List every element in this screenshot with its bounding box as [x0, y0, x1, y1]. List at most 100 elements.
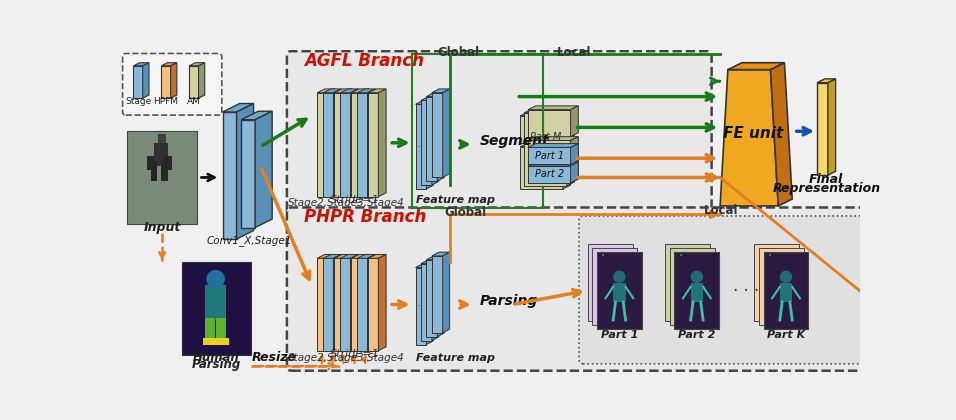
Bar: [162, 162, 167, 181]
Polygon shape: [241, 120, 255, 228]
Polygon shape: [421, 260, 439, 264]
Text: HPFM: HPFM: [154, 97, 179, 106]
Polygon shape: [379, 89, 386, 197]
Polygon shape: [567, 109, 575, 140]
Text: Stage2,Stage3,Stage4: Stage2,Stage3,Stage4: [288, 198, 405, 208]
Bar: [154, 143, 168, 166]
Polygon shape: [368, 89, 386, 93]
Polygon shape: [528, 136, 578, 140]
Text: AM: AM: [187, 97, 201, 106]
Polygon shape: [416, 100, 433, 104]
Polygon shape: [327, 89, 335, 197]
Polygon shape: [426, 97, 437, 181]
Polygon shape: [340, 258, 351, 351]
Polygon shape: [524, 109, 575, 113]
Polygon shape: [437, 93, 445, 181]
Text: Parsing: Parsing: [480, 294, 538, 308]
Bar: [593, 248, 638, 325]
Bar: [764, 252, 809, 329]
Polygon shape: [432, 97, 439, 185]
Polygon shape: [142, 63, 149, 98]
Bar: [146, 156, 154, 170]
Text: ·: ·: [768, 249, 771, 263]
Bar: [150, 162, 157, 181]
Polygon shape: [351, 89, 369, 93]
Polygon shape: [817, 83, 828, 175]
Bar: [780, 283, 793, 302]
Bar: [205, 318, 215, 339]
Polygon shape: [443, 252, 449, 333]
Polygon shape: [351, 258, 361, 351]
Polygon shape: [317, 93, 327, 197]
Text: Conv1_X,Stage1: Conv1_X,Stage1: [207, 235, 293, 246]
Polygon shape: [817, 79, 836, 83]
Bar: [204, 338, 216, 345]
Polygon shape: [361, 255, 369, 351]
Bar: [597, 252, 641, 329]
Polygon shape: [524, 113, 567, 140]
Polygon shape: [323, 93, 334, 197]
Polygon shape: [340, 255, 358, 258]
Polygon shape: [571, 136, 578, 183]
Polygon shape: [335, 93, 344, 197]
Polygon shape: [335, 258, 344, 351]
Polygon shape: [327, 255, 335, 351]
Text: Representation: Representation: [772, 182, 880, 195]
Bar: [597, 252, 641, 329]
Polygon shape: [368, 93, 379, 197]
Text: Stage: Stage: [125, 97, 151, 106]
Bar: [690, 283, 703, 302]
Polygon shape: [368, 255, 386, 258]
Polygon shape: [421, 100, 432, 185]
Polygon shape: [426, 100, 433, 189]
Polygon shape: [421, 264, 432, 341]
Polygon shape: [426, 93, 445, 97]
Text: Segment: Segment: [480, 134, 550, 148]
Polygon shape: [335, 255, 352, 258]
Polygon shape: [334, 255, 341, 351]
Polygon shape: [443, 89, 449, 177]
Polygon shape: [134, 63, 149, 66]
Text: Part 2: Part 2: [678, 331, 715, 340]
Text: Part 1: Part 1: [535, 151, 564, 161]
Polygon shape: [368, 258, 379, 351]
Polygon shape: [528, 140, 571, 183]
Text: Part M: Part M: [531, 131, 561, 142]
Polygon shape: [421, 97, 439, 100]
Polygon shape: [520, 116, 563, 143]
Polygon shape: [520, 147, 563, 189]
Polygon shape: [567, 140, 575, 186]
Polygon shape: [162, 66, 171, 98]
Polygon shape: [520, 112, 571, 116]
Polygon shape: [255, 111, 272, 228]
Polygon shape: [432, 260, 439, 341]
Polygon shape: [358, 93, 367, 197]
Polygon shape: [571, 144, 578, 164]
Polygon shape: [524, 140, 575, 144]
Polygon shape: [199, 63, 205, 98]
Polygon shape: [344, 255, 352, 351]
Bar: [588, 244, 633, 321]
Polygon shape: [528, 162, 578, 166]
Polygon shape: [432, 252, 449, 256]
FancyBboxPatch shape: [122, 53, 222, 115]
Text: Local: Local: [704, 204, 739, 217]
Bar: [764, 252, 809, 329]
Text: Parsing: Parsing: [192, 358, 241, 371]
Bar: [159, 134, 166, 143]
Polygon shape: [334, 89, 341, 197]
Text: ..: ..: [417, 139, 424, 149]
FancyBboxPatch shape: [287, 51, 711, 214]
Text: Global: Global: [437, 46, 479, 59]
Bar: [674, 252, 719, 329]
Bar: [670, 248, 715, 325]
Text: ·: ·: [600, 249, 605, 263]
Circle shape: [690, 270, 703, 283]
Bar: [759, 248, 804, 325]
Text: · · ·: · · ·: [732, 282, 759, 299]
Text: PHPR Branch: PHPR Branch: [304, 208, 426, 226]
Polygon shape: [358, 89, 376, 93]
Polygon shape: [416, 104, 426, 189]
Polygon shape: [335, 89, 352, 93]
Text: Human: Human: [193, 351, 240, 364]
